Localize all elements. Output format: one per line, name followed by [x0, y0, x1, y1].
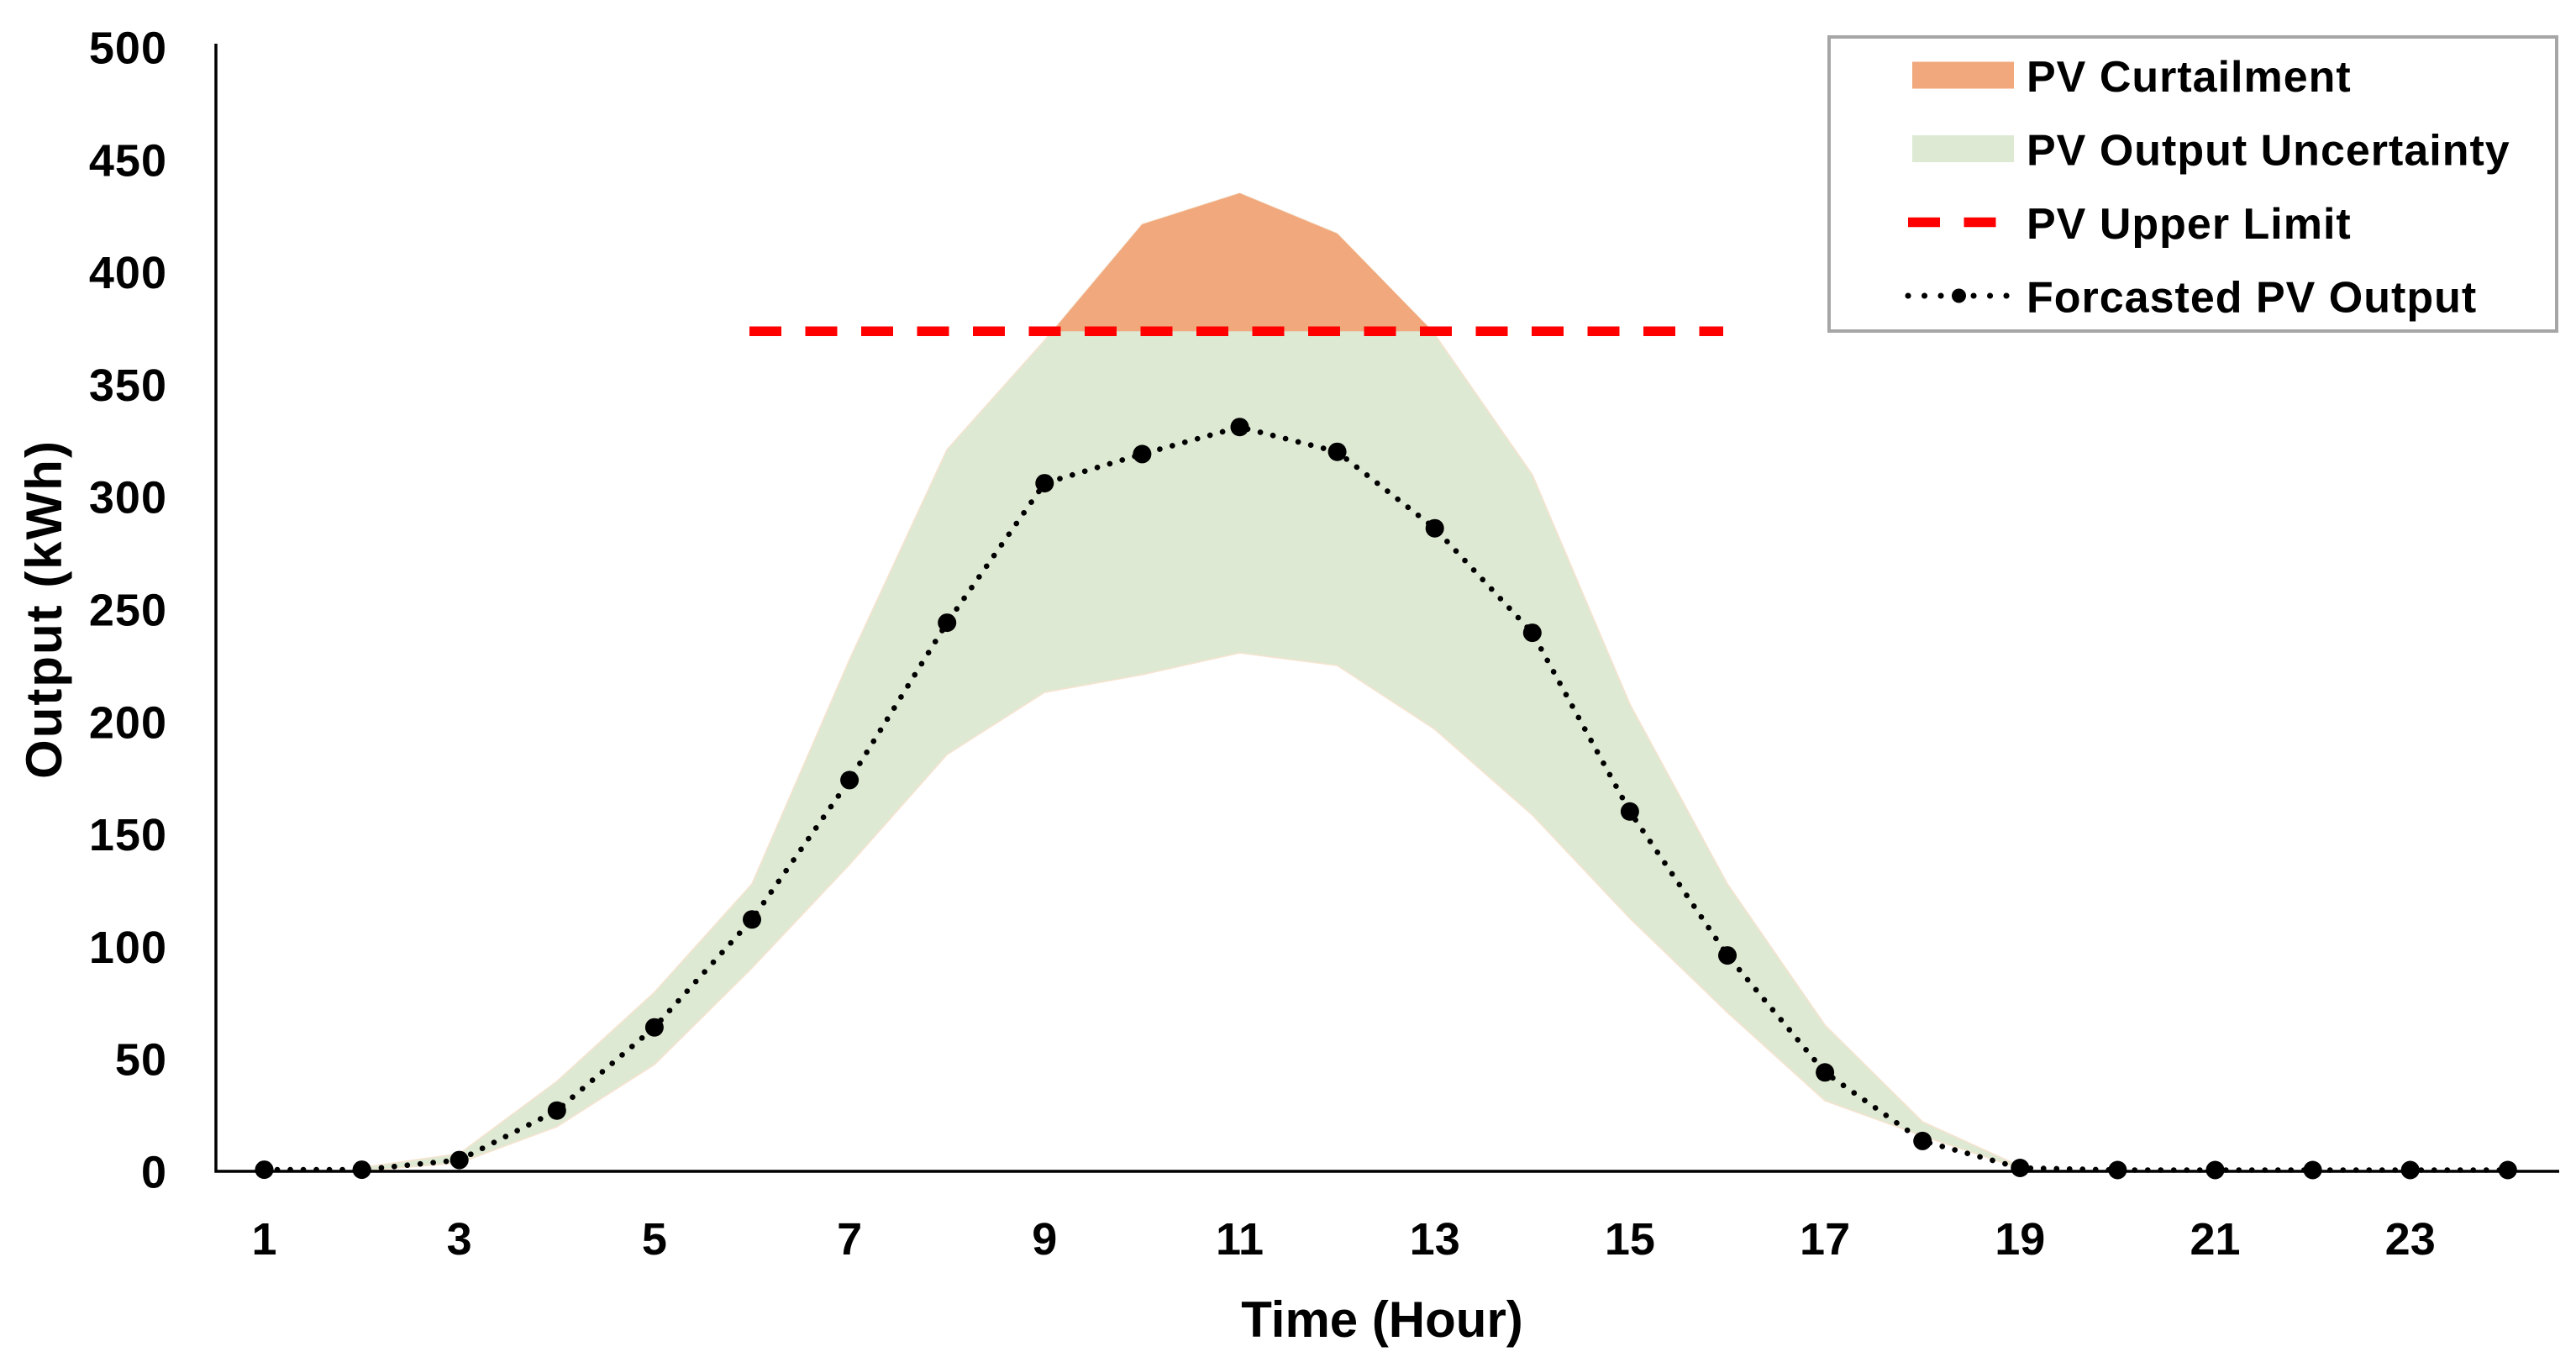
- svg-text:300: 300: [89, 473, 167, 523]
- svg-text:500: 500: [89, 24, 167, 74]
- svg-text:PV Output Uncertainty: PV Output Uncertainty: [2027, 127, 2510, 176]
- svg-text:11: 11: [1216, 1214, 1264, 1265]
- svg-text:100: 100: [89, 923, 167, 973]
- svg-text:Time (Hour): Time (Hour): [1241, 1291, 1523, 1348]
- svg-text:250: 250: [89, 586, 167, 636]
- svg-text:Forcasted PV Output: Forcasted PV Output: [2027, 274, 2477, 323]
- svg-text:19: 19: [1995, 1214, 2045, 1265]
- svg-text:150: 150: [89, 810, 167, 860]
- svg-text:1: 1: [251, 1214, 276, 1265]
- svg-text:23: 23: [2385, 1214, 2436, 1265]
- svg-text:PV Curtailment: PV Curtailment: [2027, 53, 2352, 102]
- svg-text:3: 3: [447, 1214, 472, 1265]
- svg-text:7: 7: [837, 1214, 862, 1265]
- svg-text:15: 15: [1605, 1214, 1655, 1265]
- svg-text:50: 50: [115, 1035, 167, 1086]
- svg-text:350: 350: [89, 360, 167, 411]
- svg-text:13: 13: [1410, 1214, 1460, 1265]
- svg-text:9: 9: [1032, 1214, 1057, 1265]
- svg-text:0: 0: [141, 1148, 167, 1198]
- svg-text:21: 21: [2190, 1214, 2240, 1265]
- svg-text:450: 450: [89, 135, 167, 186]
- svg-text:Output (kWh): Output (kWh): [16, 439, 72, 779]
- svg-text:PV Upper Limit: PV Upper Limit: [2027, 200, 2352, 249]
- svg-text:400: 400: [89, 248, 167, 298]
- svg-text:5: 5: [642, 1214, 667, 1265]
- svg-text:17: 17: [1800, 1214, 1850, 1265]
- svg-text:200: 200: [89, 697, 167, 748]
